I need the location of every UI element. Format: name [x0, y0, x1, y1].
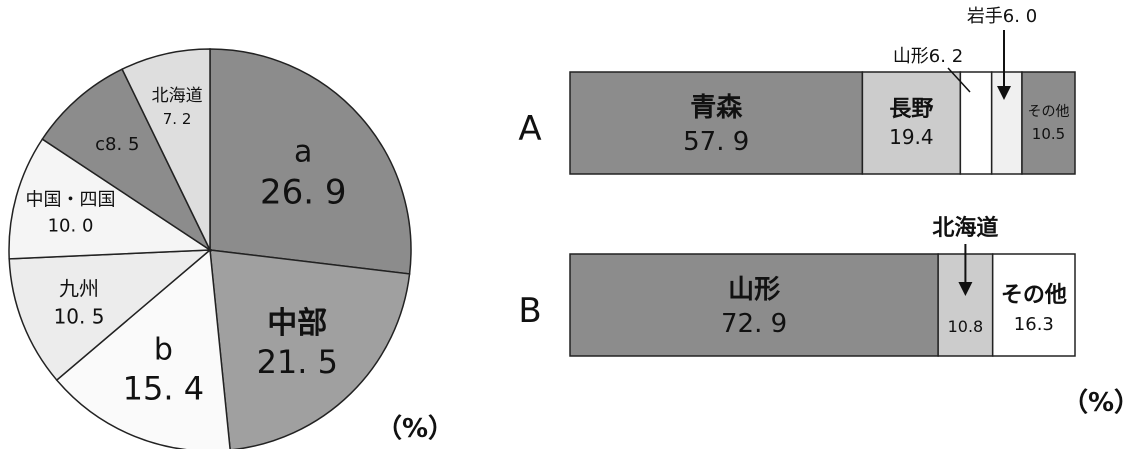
pie-slice [209, 249, 411, 449]
bar-segment-value: 19.4 [889, 125, 934, 149]
bar-segment [569, 253, 939, 357]
bar-row-label: B [518, 291, 541, 331]
pie-slice-label: 九州 [59, 276, 99, 300]
pie-slice-label: 中部 [267, 306, 327, 341]
pie-slice [8, 249, 213, 382]
pie-unit-label: （%） [376, 414, 455, 444]
bar-segment [991, 253, 1076, 357]
bar-segment-label: その他 [1027, 104, 1069, 120]
bar-segment-label: 山形 [728, 275, 780, 305]
bar-segment-label: 長野 [889, 97, 933, 122]
pie-slice [121, 48, 211, 251]
pie-slice [209, 48, 412, 275]
pie-slice [8, 138, 213, 260]
pie-slice [55, 248, 231, 449]
bar-unit-label: （%） [1062, 388, 1133, 418]
bar-callout-label: 北海道 [932, 215, 998, 241]
pie-slice-label: b [154, 333, 173, 368]
bar-segment [569, 71, 864, 175]
pie-slice-value: 21. 5 [257, 343, 338, 381]
bar-segment [861, 71, 962, 175]
pie-slice-value: 7. 2 [163, 110, 192, 128]
pie-slice-label: 中国・四国 [26, 189, 116, 210]
pie-slice [41, 68, 212, 253]
bar-segment-value: 72. 9 [721, 309, 787, 339]
bar-row-label: A [518, 109, 541, 149]
bar-callout-label: 山形6. 2 [893, 46, 963, 67]
bar-callout-label: 岩手6. 0 [967, 6, 1037, 27]
bar-segment [959, 71, 993, 175]
pie-slice-value: 26. 9 [260, 172, 347, 212]
bar-segment-value: 10.8 [948, 317, 984, 336]
pie-slice-label: a [294, 134, 312, 169]
bar-segment-value: 10.5 [1032, 125, 1065, 143]
bar-segment-value: 57. 9 [683, 127, 749, 157]
bar-segment-label: その他 [1001, 283, 1067, 308]
pie-slice-label: c8. 5 [95, 134, 139, 155]
bar-segment-label: 青森 [690, 93, 743, 123]
bar-segment [1021, 71, 1076, 175]
pie-slice-value: 10. 0 [48, 215, 94, 236]
pie-slice-value: 10. 5 [54, 304, 105, 328]
bar-segment-value: 16.3 [1014, 314, 1054, 335]
pie-slice-label: 北海道 [152, 86, 203, 106]
pie-slice-value: 15. 4 [123, 370, 204, 408]
